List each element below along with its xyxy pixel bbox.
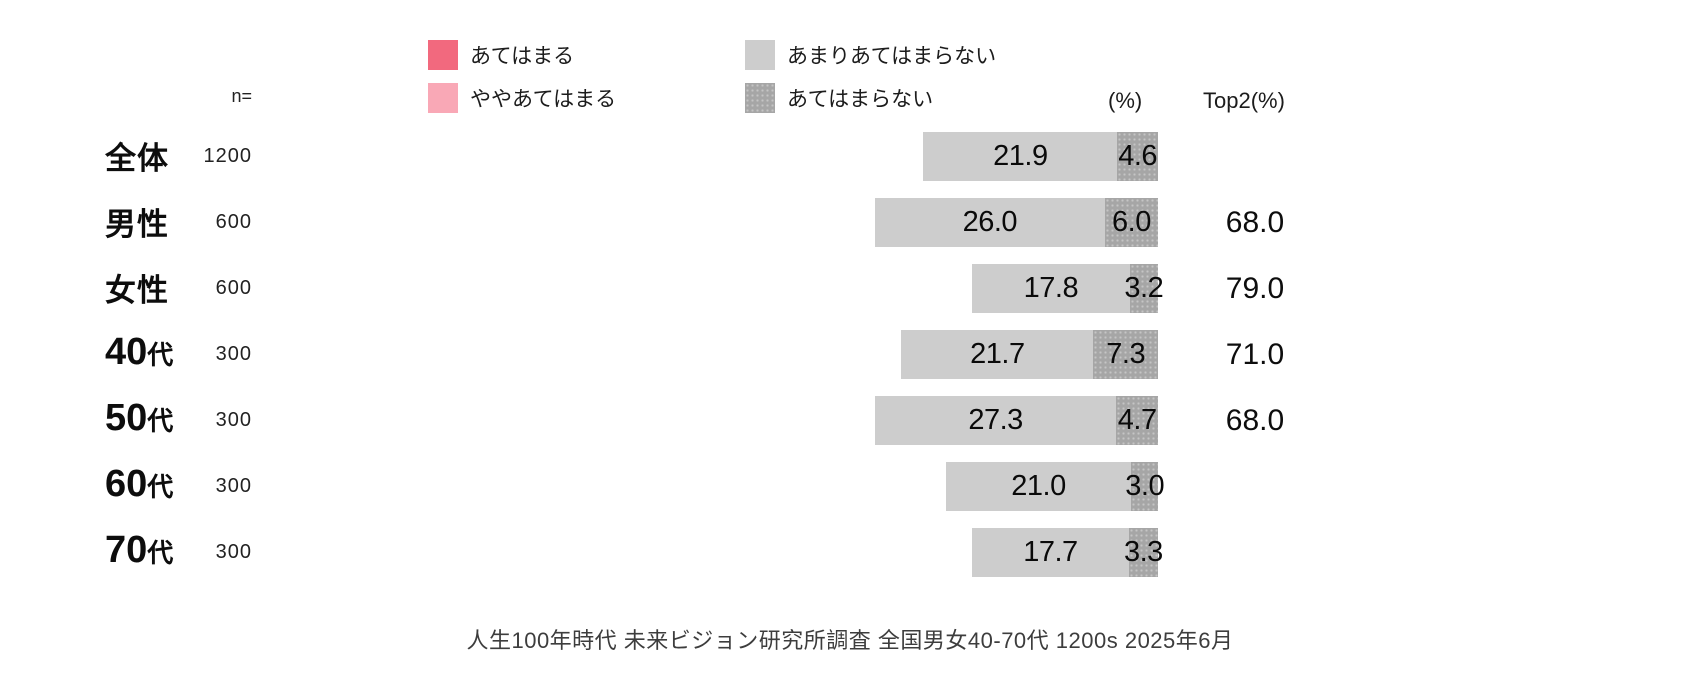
bar-segment-amari-atehamaranai: 17.8 [972, 264, 1130, 313]
bar-segment-amari-atehamaranai: 21.9 [923, 132, 1118, 181]
segment-value-atehamaranai: 6.0 [1112, 206, 1151, 238]
top2-value: 68.0 [1225, 403, 1285, 437]
legend-label: あてはまらない [787, 88, 934, 111]
legend-item-atehamaru: あてはまる [428, 40, 574, 70]
segment-value-amari: 21.7 [970, 338, 1025, 370]
row-label-60代: 60 代 [105, 463, 225, 506]
bar-segment-atehamaranai: 3.2 [1124, 264, 1164, 313]
source-note: 人生100年時代 未来ビジョン研究所調査 全国男女40-70代 1200s 20… [466, 628, 1234, 653]
legend-swatch-amari-atehamaranai-icon [745, 40, 775, 70]
row-n-value: 1200 [203, 144, 252, 167]
row-label-main: 60 [105, 462, 148, 505]
legend-item-amari-atehamaranai: あまりあてはまらない [745, 40, 996, 70]
bar-segment-atehamaranai: 4.6 [1117, 132, 1158, 181]
legend-swatch-yaya-atehamaru-icon [428, 83, 458, 113]
top2-value: 71.0 [1225, 337, 1285, 371]
row-n-value: 300 [215, 408, 252, 431]
row-label-main: 40 [105, 330, 148, 373]
row-label-main: 女性 [105, 272, 169, 308]
legend-label: あまりあてはまらない [787, 45, 997, 68]
percent-unit-header: (%) [1108, 88, 1143, 113]
bar-segment-amari-atehamaranai: 21.0 [945, 462, 1132, 511]
row-label-男性: 男性 [105, 199, 225, 244]
row-n-value: 300 [215, 474, 252, 497]
n-column-header: n= [231, 86, 252, 106]
top2-value: 68.0 [1225, 205, 1285, 239]
segment-value-atehamaranai: 3.3 [1123, 536, 1163, 568]
row-label-70代: 70 代 [105, 529, 225, 572]
row-label-main: 70 [105, 528, 148, 571]
top2-column-header: Top2(%) [1203, 88, 1285, 113]
row-n-value: 600 [215, 210, 252, 233]
legend-item-yaya-atehamaru: ややあてはまる [428, 83, 616, 113]
legend-label: ややあてはまる [470, 88, 617, 111]
row-label-suffix: 代 [147, 471, 174, 502]
row-label-main: 50 [105, 396, 148, 439]
row-label-suffix: 代 [147, 405, 174, 436]
row-n-value: 300 [215, 540, 252, 563]
bar-segment-amari-atehamaranai: 27.3 [874, 396, 1117, 445]
segment-value-atehamaranai: 7.3 [1106, 338, 1146, 370]
row-label-main: 男性 [105, 206, 169, 242]
segment-value-atehamaranai: 4.6 [1118, 140, 1158, 172]
segment-value-atehamaranai: 4.7 [1117, 404, 1157, 436]
row-label-50代: 50 代 [105, 397, 225, 440]
legend-swatch-atehamaru-icon [428, 40, 458, 70]
bar-segment-atehamaranai: 3.3 [1124, 528, 1163, 577]
bar-segment-atehamaranai: 6.0 [1104, 198, 1158, 247]
segment-value-amari: 27.3 [968, 404, 1023, 436]
legend-swatch-atehamaranai-icon [745, 83, 775, 113]
row-label-suffix: 代 [147, 537, 174, 568]
row-label-全体: 全体 [105, 133, 225, 178]
segment-value-amari: 21.0 [1011, 470, 1066, 502]
row-label-main: 全体 [105, 140, 169, 176]
bar-segment-atehamaranai: 3.0 [1125, 462, 1165, 511]
bar-segment-amari-atehamaranai: 26.0 [874, 198, 1105, 247]
row-label-40代: 40 代 [105, 331, 225, 374]
row-label-suffix: 代 [147, 339, 174, 370]
bar-segment-amari-atehamaranai: 21.7 [901, 330, 1094, 379]
segment-value-amari: 21.9 [993, 140, 1048, 172]
segment-value-atehamaranai: 3.0 [1125, 470, 1165, 502]
row-n-value: 300 [215, 342, 252, 365]
segment-value-atehamaranai: 3.2 [1124, 272, 1164, 304]
legend-item-atehamaranai: あてはまらない [745, 83, 933, 113]
segment-value-amari: 26.0 [962, 206, 1018, 238]
row-label-女性: 女性 [105, 265, 225, 310]
row-n-value: 600 [215, 276, 252, 299]
bar-segment-atehamaranai: 4.7 [1116, 396, 1158, 445]
bar-segment-atehamaranai: 7.3 [1093, 330, 1158, 379]
segment-value-amari: 17.7 [1023, 536, 1078, 568]
bar-segment-amari-atehamaranai: 17.7 [972, 528, 1129, 577]
top2-value: 79.0 [1225, 271, 1285, 305]
segment-value-amari: 17.8 [1023, 272, 1079, 304]
legend-label: あてはまる [470, 45, 575, 68]
